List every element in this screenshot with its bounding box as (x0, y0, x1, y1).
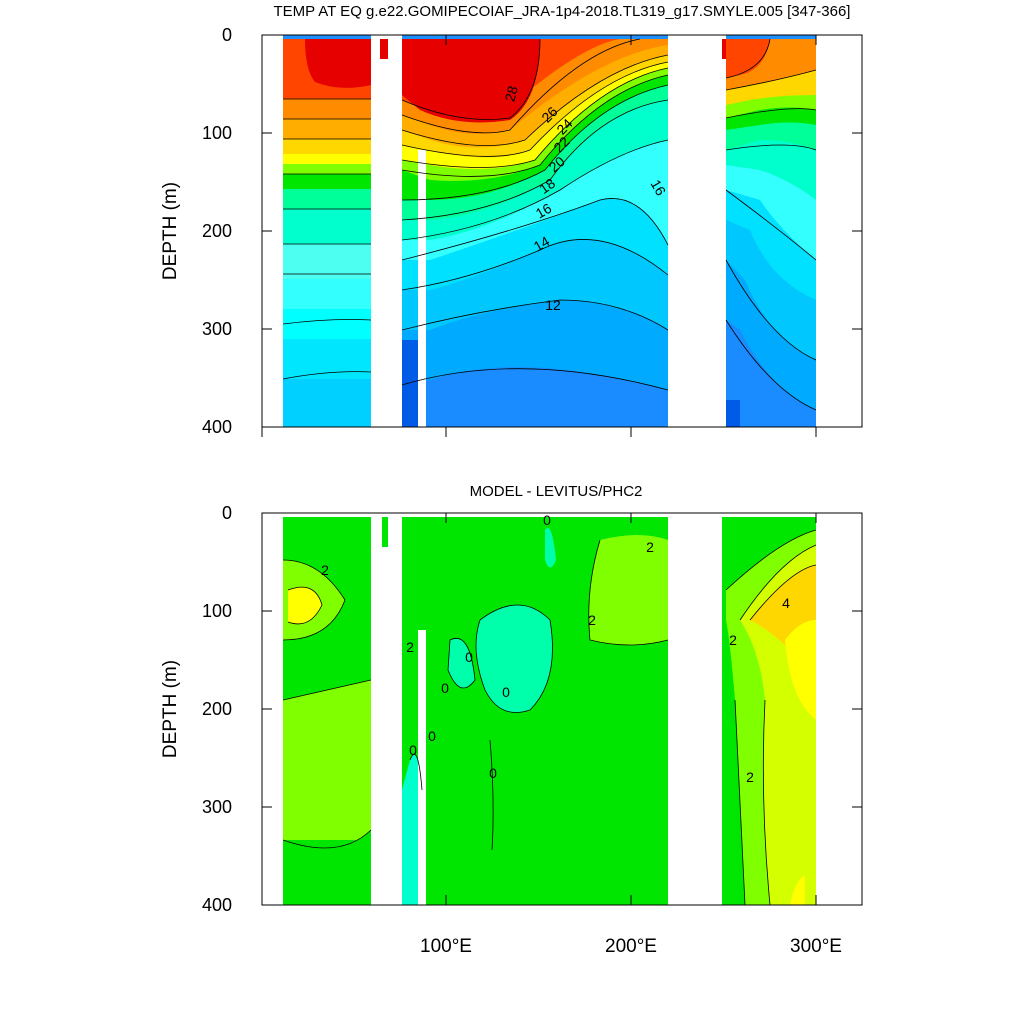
x-tick-label: 200°E (605, 936, 657, 957)
right-basin-fill (726, 39, 816, 427)
top-y-ticks (261, 34, 862, 437)
top-y-axis-label: DEPTH (m) (160, 182, 181, 280)
contour-label: 0 (489, 765, 497, 781)
bottom-y-axis-label: DEPTH (m) (160, 660, 181, 758)
top-panel: TEMP AT EQ g.e22.GOMIPECOIAF_JRA-1p4-201… (160, 3, 863, 437)
bottom-right-basin (722, 517, 816, 905)
small-island-a (380, 39, 388, 59)
x-tick-label: 300°E (790, 936, 842, 957)
bottom-x-tick-labels: 100°E 200°E 300°E (420, 936, 842, 957)
top-contour-lines (282, 38, 817, 411)
y-tick-label: 0 (222, 25, 232, 45)
bottom-plot-area (262, 513, 862, 905)
bottom-ticks (262, 512, 862, 905)
x-tick-label: 100°E (420, 936, 472, 957)
contour-label: 2 (321, 562, 329, 578)
contour-label: 0 (428, 728, 436, 744)
contour-label: 14 (531, 233, 553, 255)
contour-label: 2 (588, 612, 596, 628)
contour-label: 0 (441, 680, 449, 696)
small-island-b (722, 39, 726, 59)
y-tick-label: 400 (202, 895, 232, 915)
y-tick-label: 0 (222, 503, 232, 523)
y-tick-label: 300 (202, 797, 232, 817)
bottom-land-masks (262, 513, 862, 905)
y-tick-label: 400 (202, 417, 232, 437)
bottom-y-tick-labels: 0 100 200 300 400 (202, 503, 232, 915)
contour-label: 0 (502, 684, 510, 700)
contour-label: 2 (746, 769, 754, 785)
contour-label: 0 (543, 512, 551, 528)
top-plot-area (262, 35, 862, 427)
bottom-contour-lines (282, 529, 817, 905)
y-tick-label: 200 (202, 699, 232, 719)
y-tick-label: 100 (202, 123, 232, 143)
contour-label: 28 (501, 84, 521, 103)
contour-label: 12 (545, 297, 561, 313)
middle-basin-fill (402, 39, 668, 427)
contour-label: 16 (648, 177, 670, 199)
contour-label: 0 (465, 649, 473, 665)
bottom-small-island-a (382, 517, 388, 547)
bottom-middle-basin (402, 517, 668, 905)
y-tick-label: 100 (202, 601, 232, 621)
contour-label: 4 (782, 595, 790, 611)
bottom-contour-labels: 2 2 2 2 0 0 0 0 0 0 0 2 4 2 (321, 512, 790, 785)
contour-label: 0 (409, 742, 417, 758)
y-tick-label: 200 (202, 221, 232, 241)
y-tick-label: 300 (202, 319, 232, 339)
contour-label: 16 (533, 200, 555, 222)
bottom-title: MODEL - LEVITUS/PHC2 (470, 483, 643, 500)
contour-label: 2 (646, 539, 654, 555)
left-basin-fill (283, 39, 371, 427)
top-y-tick-labels: 0 100 200 300 400 (202, 25, 232, 437)
contour-label: 2 (406, 639, 414, 655)
contour-label: 2 (729, 632, 737, 648)
bottom-panel: MODEL - LEVITUS/PHC2 (160, 483, 863, 957)
bottom-small-island-b (722, 517, 728, 537)
top-title: TEMP AT EQ g.e22.GOMIPECOIAF_JRA-1p4-201… (274, 3, 851, 20)
